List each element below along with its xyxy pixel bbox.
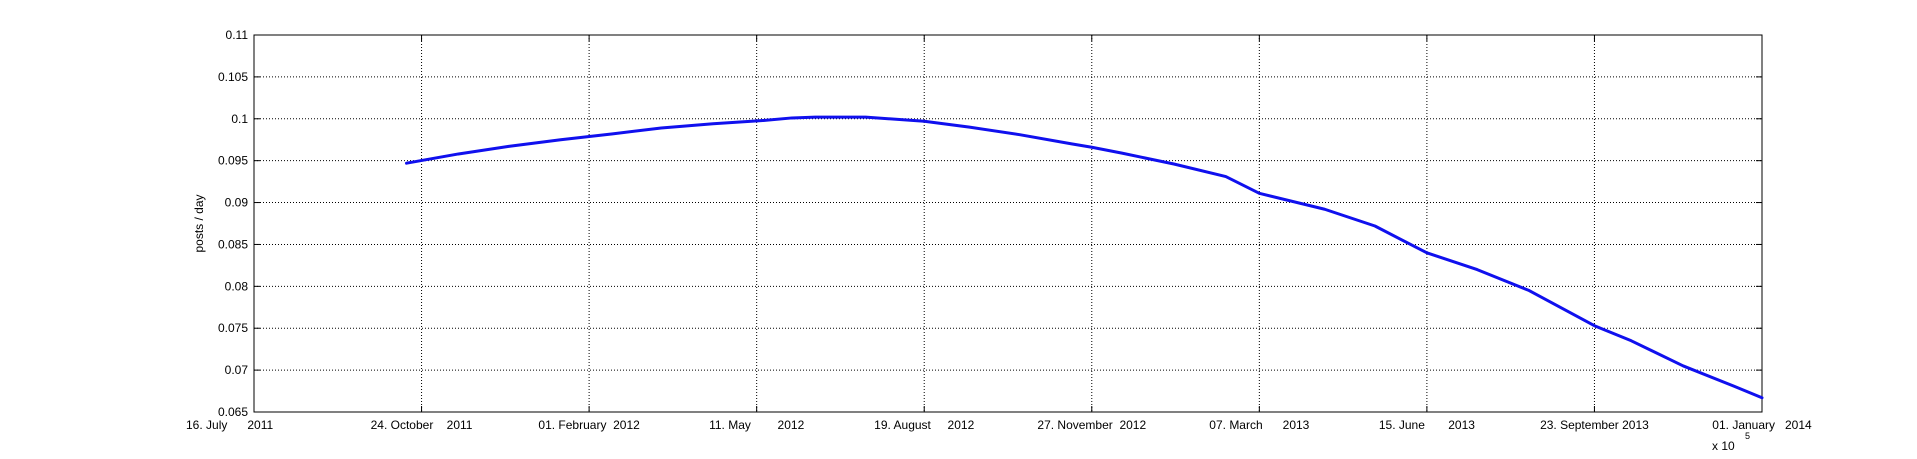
y-tick-label: 0.095 xyxy=(218,154,248,168)
y-tick-label: 0.08 xyxy=(225,279,249,293)
x-tick-label: 01. January 2014 xyxy=(1712,418,1812,432)
y-tick-label: 0.09 xyxy=(225,196,249,210)
x-tick-label: 11. May 2012 xyxy=(709,418,804,432)
x-tick-label: 23. September 2013 xyxy=(1540,418,1649,432)
tick-marks xyxy=(253,34,1763,413)
x-axis-exponent-power: 5 xyxy=(1745,431,1750,441)
x-tick-label: 19. August 2012 xyxy=(874,418,974,432)
x-tick-label: 07. March 2013 xyxy=(1209,418,1309,432)
x-tick-label: 01. February 2012 xyxy=(538,418,640,432)
y-axis-label: posts / day xyxy=(192,194,206,252)
x-tick-label: 15. June 2013 xyxy=(1379,418,1475,432)
axes-box xyxy=(253,34,1763,413)
x-axis-exponent-base: x 10 xyxy=(1712,439,1735,453)
series-line xyxy=(404,115,1764,400)
x-tick-label: 24. October 2011 xyxy=(371,418,473,432)
y-tick-label: 0.1 xyxy=(231,112,248,126)
x-tick-label: 27. November 2012 xyxy=(1037,418,1146,432)
y-tick-label: 0.07 xyxy=(225,363,249,377)
grid-lines xyxy=(254,35,1762,412)
y-tick-label: 0.065 xyxy=(218,405,248,419)
series-layer xyxy=(404,115,1764,400)
x-tick-label: 16. July 2011 xyxy=(186,418,273,432)
x-tick-labels: 16. July 2011 24. October 2011 01. Februar… xyxy=(186,418,1812,432)
y-tick-label: 0.11 xyxy=(226,28,249,42)
y-tick-label: 0.105 xyxy=(218,70,248,84)
y-tick-label: 0.075 xyxy=(218,321,248,335)
y-tick-labels: 0.065 0.07 0.075 0.08 0.085 0.09 0.095 0.1 0.105… xyxy=(218,28,248,419)
y-tick-label: 0.085 xyxy=(218,237,248,251)
